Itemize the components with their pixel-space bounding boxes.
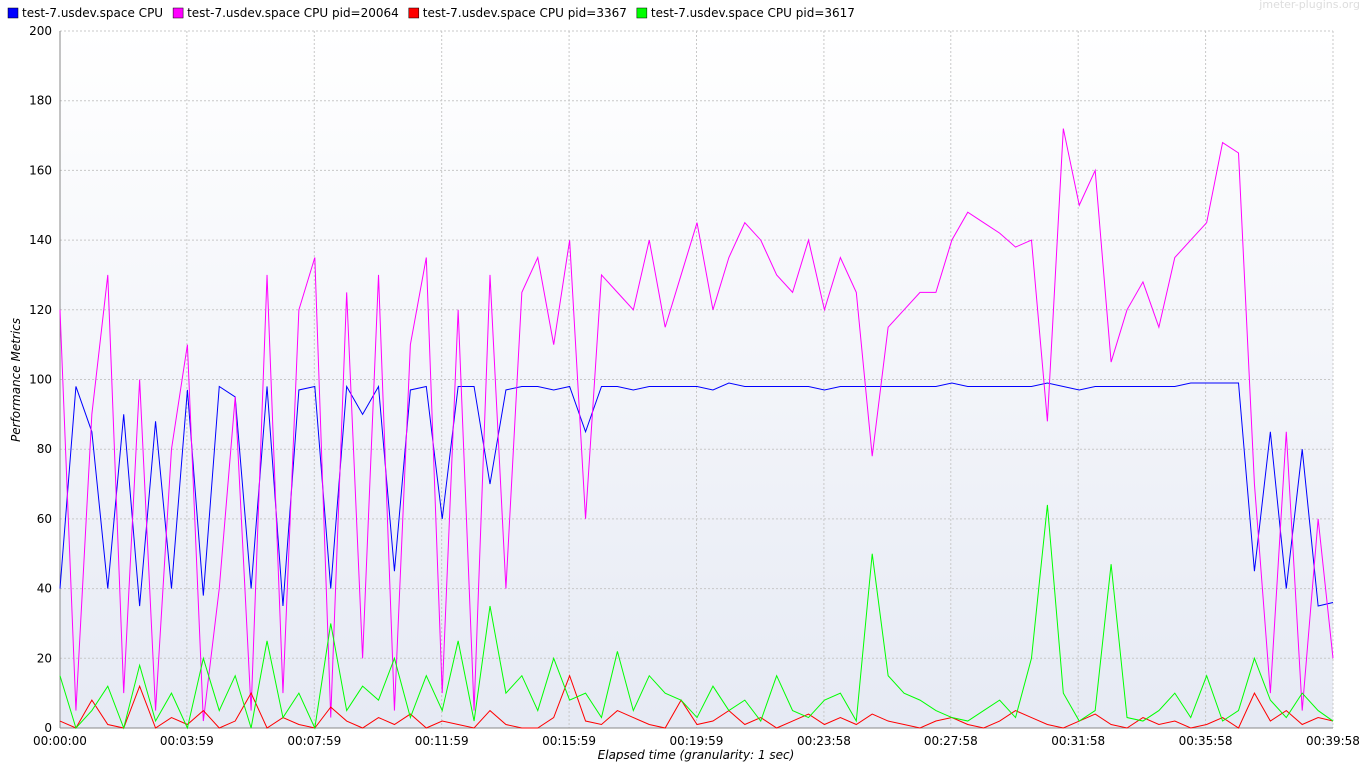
y-tick-label: 100 (29, 373, 52, 387)
x-tick-label: 00:11:59 (415, 734, 469, 748)
y-tick-label: 0 (44, 721, 52, 735)
series-line (59, 674, 1334, 729)
legend-swatch (408, 7, 420, 19)
y-tick-label: 180 (29, 94, 52, 108)
legend-label: test-7.usdev.space CPU pid=3367 (423, 6, 627, 20)
y-tick-label: 20 (37, 651, 52, 665)
y-tick-label: 80 (37, 442, 52, 456)
x-tick-label: 00:19:59 (670, 734, 724, 748)
legend-label: test-7.usdev.space CPU (22, 6, 163, 20)
x-axis-title: Elapsed time (granularity: 1 sec) (598, 748, 795, 762)
watermark: jmeter-plugins.org (1258, 0, 1360, 11)
x-tick-label: 00:15:59 (542, 734, 596, 748)
x-tick-label: 00:23:58 (797, 734, 851, 748)
series-line (59, 128, 1334, 722)
x-tick-label: 00:39:58 (1306, 734, 1360, 748)
x-tick-label: 00:31:58 (1051, 734, 1105, 748)
legend-swatch (636, 7, 648, 19)
legend-swatch (7, 7, 19, 19)
legend-swatch (172, 7, 184, 19)
y-tick-label: 200 (29, 24, 52, 38)
x-tick-label: 00:00:00 (33, 734, 87, 748)
x-tick-label: 00:27:58 (924, 734, 978, 748)
legend-label: test-7.usdev.space CPU pid=20064 (187, 6, 399, 20)
y-tick-label: 60 (37, 512, 52, 526)
series-line (59, 382, 1334, 607)
legend-label: test-7.usdev.space CPU pid=3617 (651, 6, 855, 20)
y-tick-label: 160 (29, 163, 52, 177)
series-line (59, 504, 1334, 730)
y-tick-label: 120 (29, 303, 52, 317)
y-axis-title: Performance Metrics (9, 318, 23, 442)
x-tick-label: 00:35:58 (1179, 734, 1233, 748)
y-tick-label: 140 (29, 233, 52, 247)
x-tick-label: 00:03:59 (160, 734, 214, 748)
x-tick-label: 00:07:59 (287, 734, 341, 748)
y-tick-label: 40 (37, 582, 52, 596)
